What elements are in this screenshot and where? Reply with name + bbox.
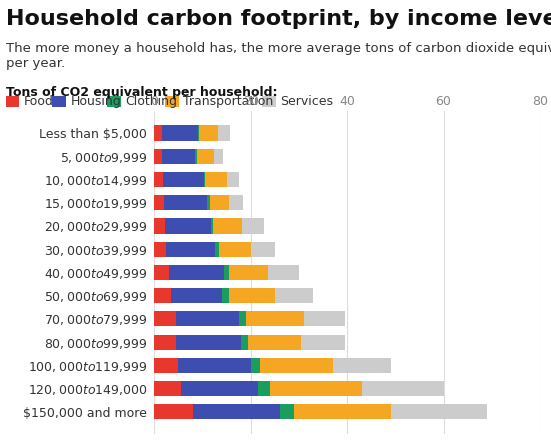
- Bar: [242, 218, 264, 233]
- Bar: [246, 311, 304, 326]
- Bar: [280, 404, 294, 420]
- Bar: [261, 358, 333, 373]
- Bar: [161, 149, 195, 164]
- Bar: [154, 218, 165, 233]
- Bar: [333, 358, 391, 373]
- Text: Transportation: Transportation: [183, 95, 274, 109]
- Bar: [154, 334, 176, 350]
- Bar: [391, 404, 487, 420]
- Bar: [301, 334, 345, 350]
- Text: Services: Services: [280, 95, 333, 109]
- Bar: [193, 404, 280, 420]
- Bar: [154, 125, 161, 140]
- Bar: [179, 358, 251, 373]
- Bar: [154, 172, 163, 187]
- Text: Household carbon footprint, by income level: Household carbon footprint, by income le…: [6, 9, 551, 29]
- Bar: [154, 241, 166, 257]
- Bar: [176, 311, 239, 326]
- Bar: [214, 149, 223, 164]
- Bar: [222, 288, 229, 303]
- Bar: [227, 172, 239, 187]
- Bar: [224, 265, 229, 280]
- Bar: [166, 241, 214, 257]
- Bar: [206, 172, 227, 187]
- Bar: [275, 288, 314, 303]
- Bar: [154, 358, 179, 373]
- Bar: [229, 265, 268, 280]
- Bar: [239, 311, 246, 326]
- Bar: [294, 404, 391, 420]
- Bar: [241, 334, 249, 350]
- FancyBboxPatch shape: [107, 97, 121, 108]
- Text: Clothing: Clothing: [126, 95, 177, 109]
- Bar: [195, 149, 197, 164]
- FancyBboxPatch shape: [262, 97, 276, 108]
- Bar: [181, 381, 258, 396]
- Bar: [198, 125, 199, 140]
- Bar: [165, 218, 210, 233]
- Bar: [154, 381, 181, 396]
- Bar: [161, 125, 198, 140]
- Bar: [154, 195, 164, 210]
- FancyBboxPatch shape: [52, 97, 66, 108]
- Text: Tons of CO2 equivalent per household:: Tons of CO2 equivalent per household:: [6, 86, 277, 99]
- Bar: [218, 125, 230, 140]
- Bar: [213, 218, 242, 233]
- Text: Food: Food: [24, 95, 53, 109]
- Bar: [204, 172, 206, 187]
- Bar: [164, 195, 207, 210]
- Bar: [219, 241, 251, 257]
- Bar: [171, 288, 222, 303]
- Bar: [210, 195, 229, 210]
- Bar: [258, 381, 270, 396]
- Text: The more money a household has, the more average tons of carbon dioxide equivale: The more money a household has, the more…: [6, 42, 551, 70]
- Bar: [251, 241, 275, 257]
- Bar: [210, 218, 213, 233]
- Bar: [229, 195, 244, 210]
- Bar: [154, 149, 161, 164]
- Bar: [304, 311, 345, 326]
- Text: Housing: Housing: [71, 95, 121, 109]
- Bar: [169, 265, 224, 280]
- Bar: [154, 404, 193, 420]
- Bar: [197, 149, 214, 164]
- Bar: [251, 358, 261, 373]
- Bar: [176, 334, 241, 350]
- Bar: [199, 125, 218, 140]
- Bar: [154, 265, 169, 280]
- Bar: [154, 311, 176, 326]
- Bar: [270, 381, 361, 396]
- Bar: [214, 241, 219, 257]
- FancyBboxPatch shape: [6, 97, 19, 108]
- Bar: [249, 334, 301, 350]
- Bar: [229, 288, 275, 303]
- Bar: [154, 288, 171, 303]
- Bar: [361, 381, 444, 396]
- Bar: [207, 195, 210, 210]
- FancyBboxPatch shape: [165, 97, 179, 108]
- Bar: [163, 172, 204, 187]
- Bar: [268, 265, 299, 280]
